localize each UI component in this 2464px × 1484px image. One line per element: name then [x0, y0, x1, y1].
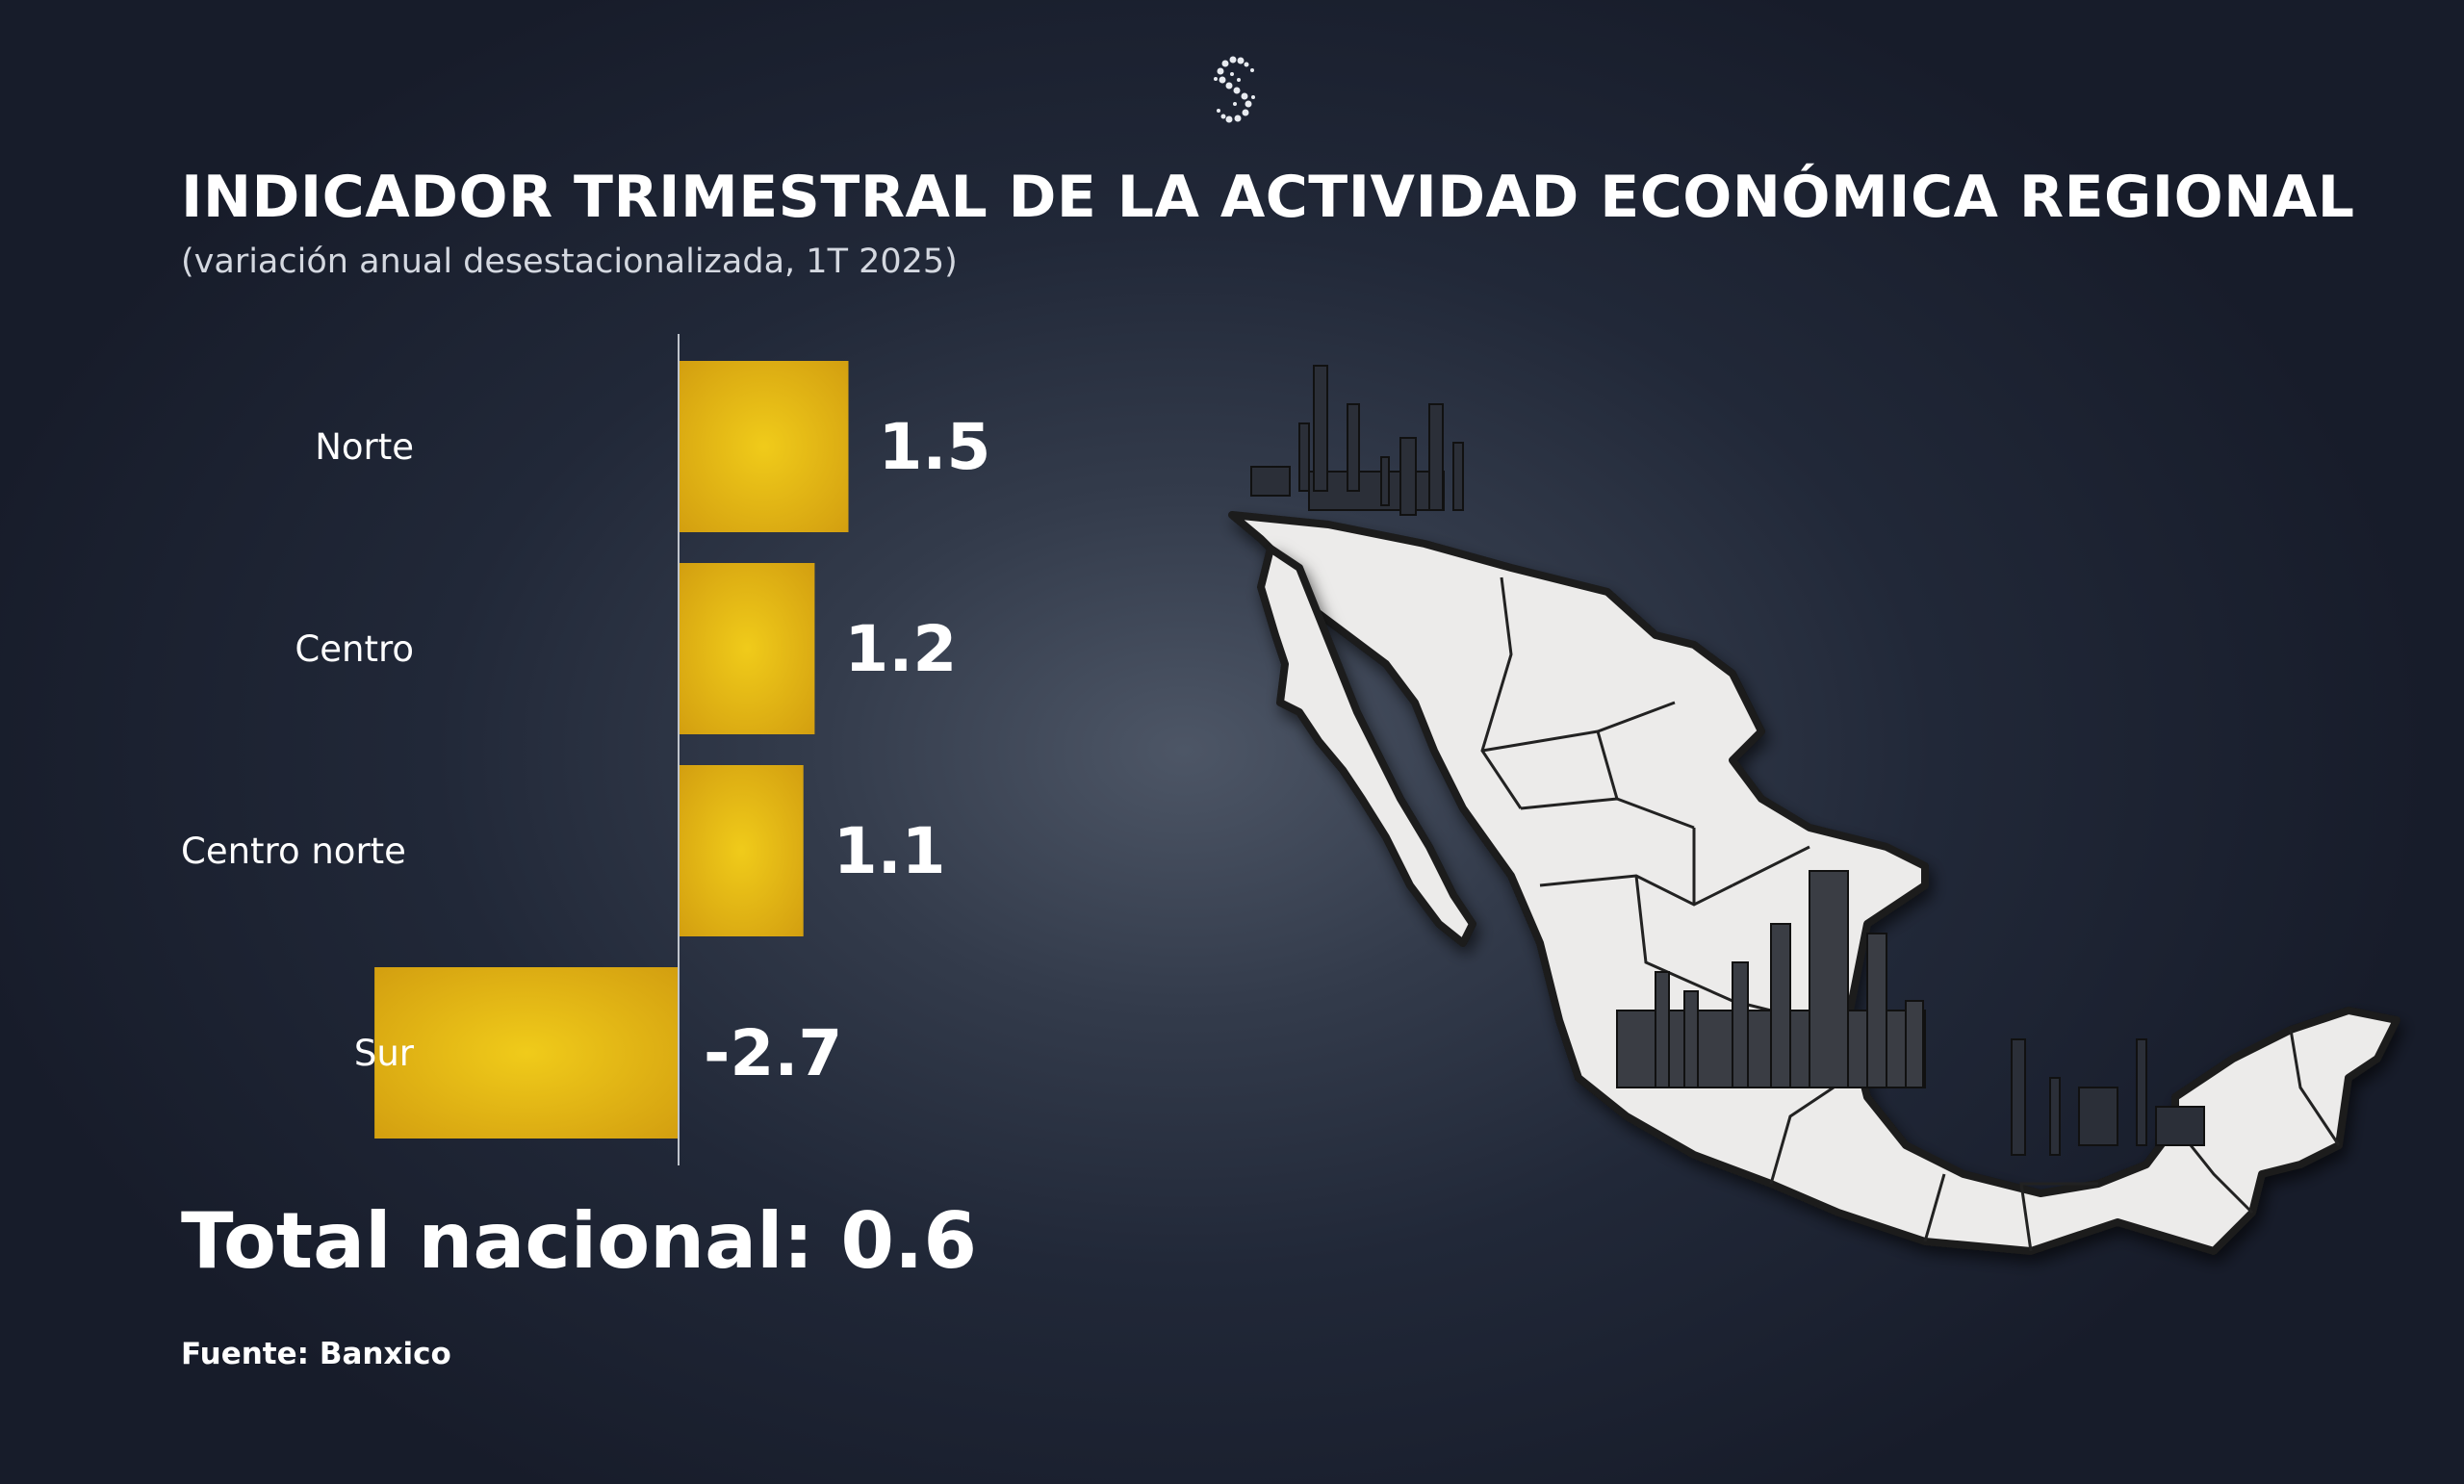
national-total: Total nacional: 0.6 [181, 1196, 978, 1286]
mexico-map-industrial-icon [1228, 365, 2400, 1255]
category-label-sur: Sur [354, 1033, 415, 1074]
bar-centro [680, 563, 815, 734]
brand-logo-icon [1214, 56, 1255, 123]
category-label-centro: Centro [295, 628, 414, 670]
regional-bar-chart: Norte 1.5 Centro 1.2 Centro norte 1.1 Sur -2.7 [181, 334, 991, 1165]
value-label-centro-norte: 1.1 [834, 814, 946, 888]
baja-california-outline [1257, 545, 1476, 947]
industrial-skyline-south [2011, 1038, 2205, 1156]
value-label-centro: 1.2 [844, 612, 957, 686]
category-label-centro-norte: Centro norte [181, 831, 406, 872]
industrial-skyline-north [1250, 365, 1464, 516]
s-logo-icon [1214, 56, 1255, 123]
chart-title: INDICADOR TRIMESTRAL DE LA ACTIVIDAD ECO… [181, 164, 2355, 231]
industrial-skyline-center [1616, 870, 1926, 1088]
value-label-norte: 1.5 [879, 410, 991, 484]
bar-centro-norte [680, 765, 804, 936]
bar-norte [680, 361, 849, 532]
source-note: Fuente: Banxico [181, 1337, 451, 1371]
category-label-norte: Norte [315, 426, 414, 468]
value-label-sur: -2.7 [704, 1016, 842, 1090]
bar-sur [374, 967, 679, 1139]
chart-subtitle: (variación anual desestacionalizada, 1T … [181, 243, 958, 281]
